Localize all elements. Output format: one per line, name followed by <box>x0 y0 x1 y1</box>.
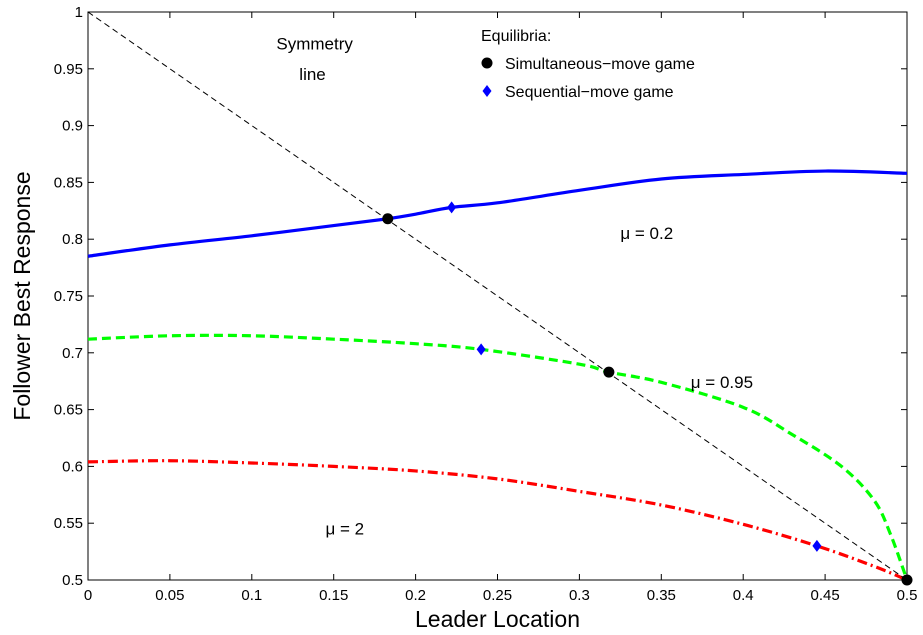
y-axis-title: Follower Best Response <box>9 171 35 420</box>
simultaneous-equilibrium-point <box>603 366 615 378</box>
x-tick-label: 0.15 <box>319 587 348 604</box>
annotation-text: μ = 0.95 <box>691 373 753 392</box>
x-axis-title: Leader Location <box>415 606 580 632</box>
y-tick-label: 0.6 <box>62 458 83 475</box>
y-tick-label: 0.65 <box>54 402 83 419</box>
annotation-text: line <box>299 65 325 84</box>
x-tick-label: 0.05 <box>155 587 184 604</box>
legend-marker-simultaneous <box>481 57 493 69</box>
equilibrium-markers <box>382 201 913 586</box>
plot-area-border <box>87 11 908 581</box>
x-tick-label: 0.45 <box>810 587 839 604</box>
series-line-3 <box>87 11 908 581</box>
annotation-text: μ = 0.2 <box>620 224 673 243</box>
annotation-text: Symmetry <box>276 34 353 53</box>
simultaneous-equilibrium-point <box>901 574 913 586</box>
series-line-1 <box>87 333 909 581</box>
y-tick-label: 0.7 <box>62 345 83 362</box>
x-tick-label: 0.25 <box>483 587 512 604</box>
y-tick-label: 1 <box>75 4 83 21</box>
legend-title: Equilibria: <box>481 28 551 45</box>
series-curves <box>87 11 909 582</box>
y-tick-label: 0.8 <box>62 231 83 248</box>
x-tick-label: 0.4 <box>733 587 754 604</box>
legend: Equilibria: Simultaneous−move game Seque… <box>481 28 695 101</box>
annotation-text: μ = 2 <box>326 520 365 539</box>
x-tick-label: 0.1 <box>241 587 262 604</box>
x-tick-label: 0.2 <box>405 587 426 604</box>
legend-marker-sequential <box>482 85 492 97</box>
series-line-2 <box>87 459 908 582</box>
y-tick-label: 0.5 <box>62 572 83 589</box>
x-tick-label: 0.3 <box>569 587 590 604</box>
sequential-equilibrium-point <box>476 343 486 356</box>
x-tick-label: 0 <box>84 587 92 604</box>
simultaneous-equilibrium-point <box>382 213 394 225</box>
x-tick-label: 0.35 <box>647 587 676 604</box>
y-tick-label: 0.95 <box>54 61 83 78</box>
series-line-0 <box>87 169 908 258</box>
y-tick-label: 0.75 <box>54 288 83 305</box>
sequential-equilibrium-point <box>812 539 822 552</box>
annotations: Symmetry line μ = 0.2 μ = 0.95 μ = 2 <box>276 34 753 538</box>
y-tick-label: 0.9 <box>62 118 83 135</box>
legend-label-simultaneous: Simultaneous−move game <box>505 56 695 73</box>
x-tick-label: 0.5 <box>897 587 918 604</box>
sequential-equilibrium-point <box>447 201 457 214</box>
y-tick-label: 0.55 <box>54 515 83 532</box>
y-tick-label: 0.85 <box>54 174 83 191</box>
legend-label-sequential: Sequential−move game <box>505 84 674 101</box>
